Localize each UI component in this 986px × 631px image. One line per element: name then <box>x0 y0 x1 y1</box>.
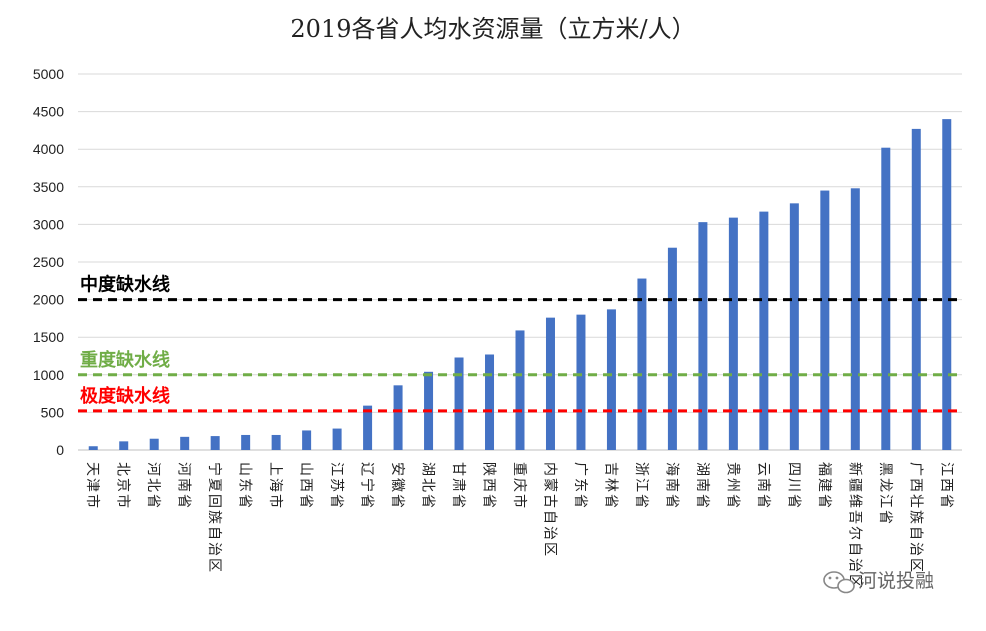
bar <box>271 434 281 450</box>
x-tick-label: 宁夏回族自治区 <box>206 462 223 574</box>
x-tick-label: 山东省 <box>237 462 253 510</box>
bar <box>637 278 647 450</box>
bar <box>759 211 769 450</box>
bar <box>485 354 495 450</box>
bar <box>881 147 891 451</box>
x-tick-label: 云南省 <box>755 462 771 510</box>
y-tick-labels: 0 500 1000 1500 2000 2500 3000 3500 4000 4500 5000 <box>33 66 64 458</box>
x-tick-label: 天津市 <box>84 462 101 510</box>
category-labels: 天津市 北京市 河北省 河南省 宁夏回族自治区 山东省 上海市 山西省 江苏省 辽宁省 安徽省 湖北省… <box>84 462 954 590</box>
x-tick-label: 四川省 <box>785 462 801 510</box>
bars <box>88 119 952 451</box>
x-tick-label: 黑龙江省 <box>877 462 893 526</box>
bar <box>545 317 555 450</box>
x-tick-label: 湖南省 <box>694 462 710 510</box>
bar <box>942 119 952 451</box>
bar <box>515 330 525 450</box>
reference-line-label: 重度缺水线 <box>80 349 170 371</box>
bar <box>393 385 403 450</box>
bar <box>911 128 921 450</box>
bar <box>363 405 373 450</box>
bar <box>606 309 616 450</box>
bar <box>180 436 190 450</box>
x-tick-label: 海南省 <box>663 462 679 510</box>
chart-title: 2019各省人均水资源量（立方米/人） <box>290 15 695 43</box>
x-tick-label: 湖北省 <box>420 462 436 510</box>
bar <box>850 188 860 450</box>
x-tick-label: 吉林省 <box>602 462 618 510</box>
y-tick-label: 5000 <box>33 66 64 82</box>
x-tick-label: 广东省 <box>572 462 588 510</box>
bar <box>88 446 98 450</box>
bar <box>576 314 586 450</box>
x-tick-label: 河北省 <box>145 462 161 510</box>
bar <box>210 436 220 450</box>
watermark: 河说投融 <box>823 570 934 594</box>
y-tick-label: 1500 <box>33 329 64 345</box>
wechat-icon <box>823 571 855 594</box>
y-tick-label: 500 <box>41 404 65 420</box>
bar <box>149 438 159 450</box>
x-tick-label: 河南省 <box>176 462 192 510</box>
x-tick-label: 江苏省 <box>328 462 344 510</box>
bar <box>332 428 342 450</box>
x-tick-label: 北京市 <box>115 462 132 510</box>
bar <box>302 430 312 450</box>
y-tick-label: 2500 <box>33 254 64 270</box>
y-tick-label: 1000 <box>33 367 64 383</box>
x-tick-label: 陕西省 <box>481 462 497 510</box>
x-tick-label: 内蒙古自治区 <box>541 462 557 558</box>
x-tick-label: 广西壮族自治区 <box>907 462 923 574</box>
x-tick-label: 安徽省 <box>389 462 405 510</box>
y-tick-label: 4500 <box>33 104 64 120</box>
bar <box>820 190 830 450</box>
x-tick-label: 新疆维吾尔自治区 <box>846 462 862 590</box>
watermark-text: 河说投融 <box>858 570 934 592</box>
x-tick-label: 浙江省 <box>633 462 649 510</box>
bar <box>241 434 251 450</box>
x-tick-label: 江西省 <box>938 462 954 510</box>
bar <box>789 203 799 450</box>
reference-line-label: 极度缺水线 <box>80 385 170 407</box>
y-tick-label: 4000 <box>33 141 64 157</box>
x-tick-label: 甘肃省 <box>450 462 466 510</box>
y-tick-label: 2000 <box>33 292 64 308</box>
reference-line-label: 中度缺水线 <box>80 274 170 296</box>
x-tick-label: 辽宁省 <box>359 462 376 510</box>
x-tick-label: 贵州省 <box>724 462 740 510</box>
bar <box>119 441 129 450</box>
y-tick-label: 3500 <box>33 179 64 195</box>
x-tick-label: 福建省 <box>816 462 832 510</box>
x-tick-label: 上海市 <box>267 462 284 510</box>
y-tick-label: 0 <box>56 442 64 458</box>
bar <box>698 222 708 450</box>
x-tick-label: 山西省 <box>298 462 314 510</box>
bar <box>728 217 738 450</box>
bar <box>454 357 464 450</box>
y-tick-label: 3000 <box>33 216 64 232</box>
x-tick-label: 重庆市 <box>511 462 528 510</box>
bar <box>667 247 677 450</box>
